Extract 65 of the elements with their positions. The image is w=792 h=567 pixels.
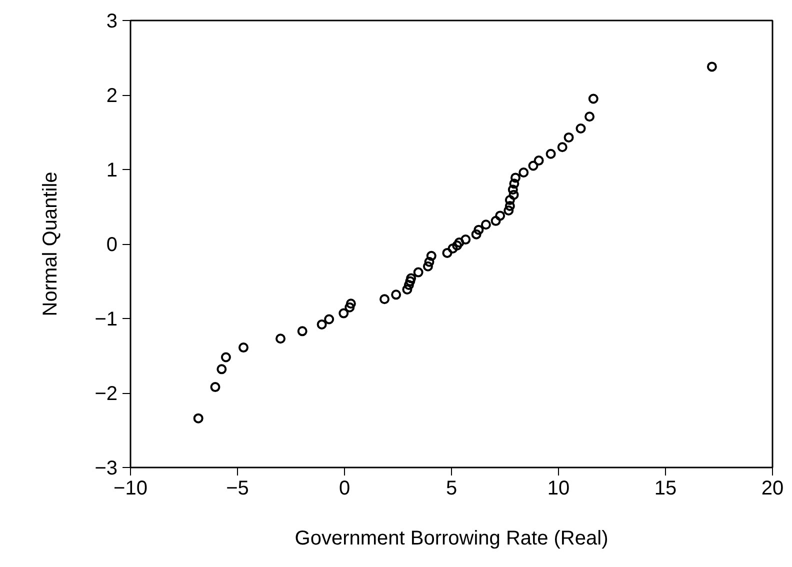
point xyxy=(424,256,434,267)
y-tick-label: −1 xyxy=(94,308,118,330)
point xyxy=(460,234,471,245)
x-axis-title: Government Borrowing Rate (Real) xyxy=(294,528,608,550)
y-tick-label: 0 xyxy=(106,234,118,256)
point xyxy=(404,280,414,290)
point xyxy=(216,364,227,374)
point xyxy=(276,334,286,344)
point xyxy=(471,229,482,240)
point xyxy=(454,238,464,248)
x-tick-label: 20 xyxy=(761,478,784,500)
point xyxy=(344,302,355,312)
point xyxy=(426,250,436,261)
point xyxy=(402,284,412,294)
point xyxy=(495,210,506,221)
point xyxy=(448,243,458,254)
point xyxy=(564,132,574,142)
point xyxy=(210,382,220,392)
x-tick-label: 0 xyxy=(338,478,350,500)
x-tick-label: 10 xyxy=(547,478,570,500)
point xyxy=(406,273,416,284)
point xyxy=(391,290,402,300)
point xyxy=(534,156,544,166)
x-tick-label: −5 xyxy=(226,478,249,500)
point xyxy=(504,205,514,216)
point xyxy=(324,314,334,324)
x-tick-label: −10 xyxy=(114,478,148,500)
y-tick-label: 3 xyxy=(106,10,118,32)
point xyxy=(238,342,248,353)
point xyxy=(474,224,484,235)
point xyxy=(316,319,327,330)
point xyxy=(380,294,390,304)
point xyxy=(422,261,433,272)
point xyxy=(576,124,586,134)
point xyxy=(338,308,349,318)
point xyxy=(509,178,520,189)
point xyxy=(510,172,520,183)
point xyxy=(442,248,452,258)
point xyxy=(508,184,518,195)
point xyxy=(297,326,308,336)
point xyxy=(346,298,356,309)
point xyxy=(480,220,491,230)
point xyxy=(584,112,595,122)
y-tick-label: 2 xyxy=(106,85,118,107)
x-tick-label: 5 xyxy=(446,478,458,500)
point xyxy=(557,142,568,152)
point xyxy=(452,240,462,250)
point xyxy=(490,216,501,226)
point xyxy=(508,190,519,200)
y-tick-label: −2 xyxy=(94,383,118,405)
point xyxy=(546,148,556,159)
point xyxy=(504,201,515,211)
x-tick-label: 15 xyxy=(654,478,677,500)
y-tick-label: 1 xyxy=(106,160,118,182)
point xyxy=(504,195,515,206)
point xyxy=(588,94,598,104)
point xyxy=(405,276,416,286)
point xyxy=(518,167,529,178)
point xyxy=(413,267,424,278)
point xyxy=(193,413,204,424)
point xyxy=(528,160,538,171)
y-tick-label: −3 xyxy=(94,458,118,480)
point xyxy=(220,352,231,362)
y-axis-title: Normal Quantile xyxy=(40,172,62,316)
point xyxy=(706,62,717,72)
